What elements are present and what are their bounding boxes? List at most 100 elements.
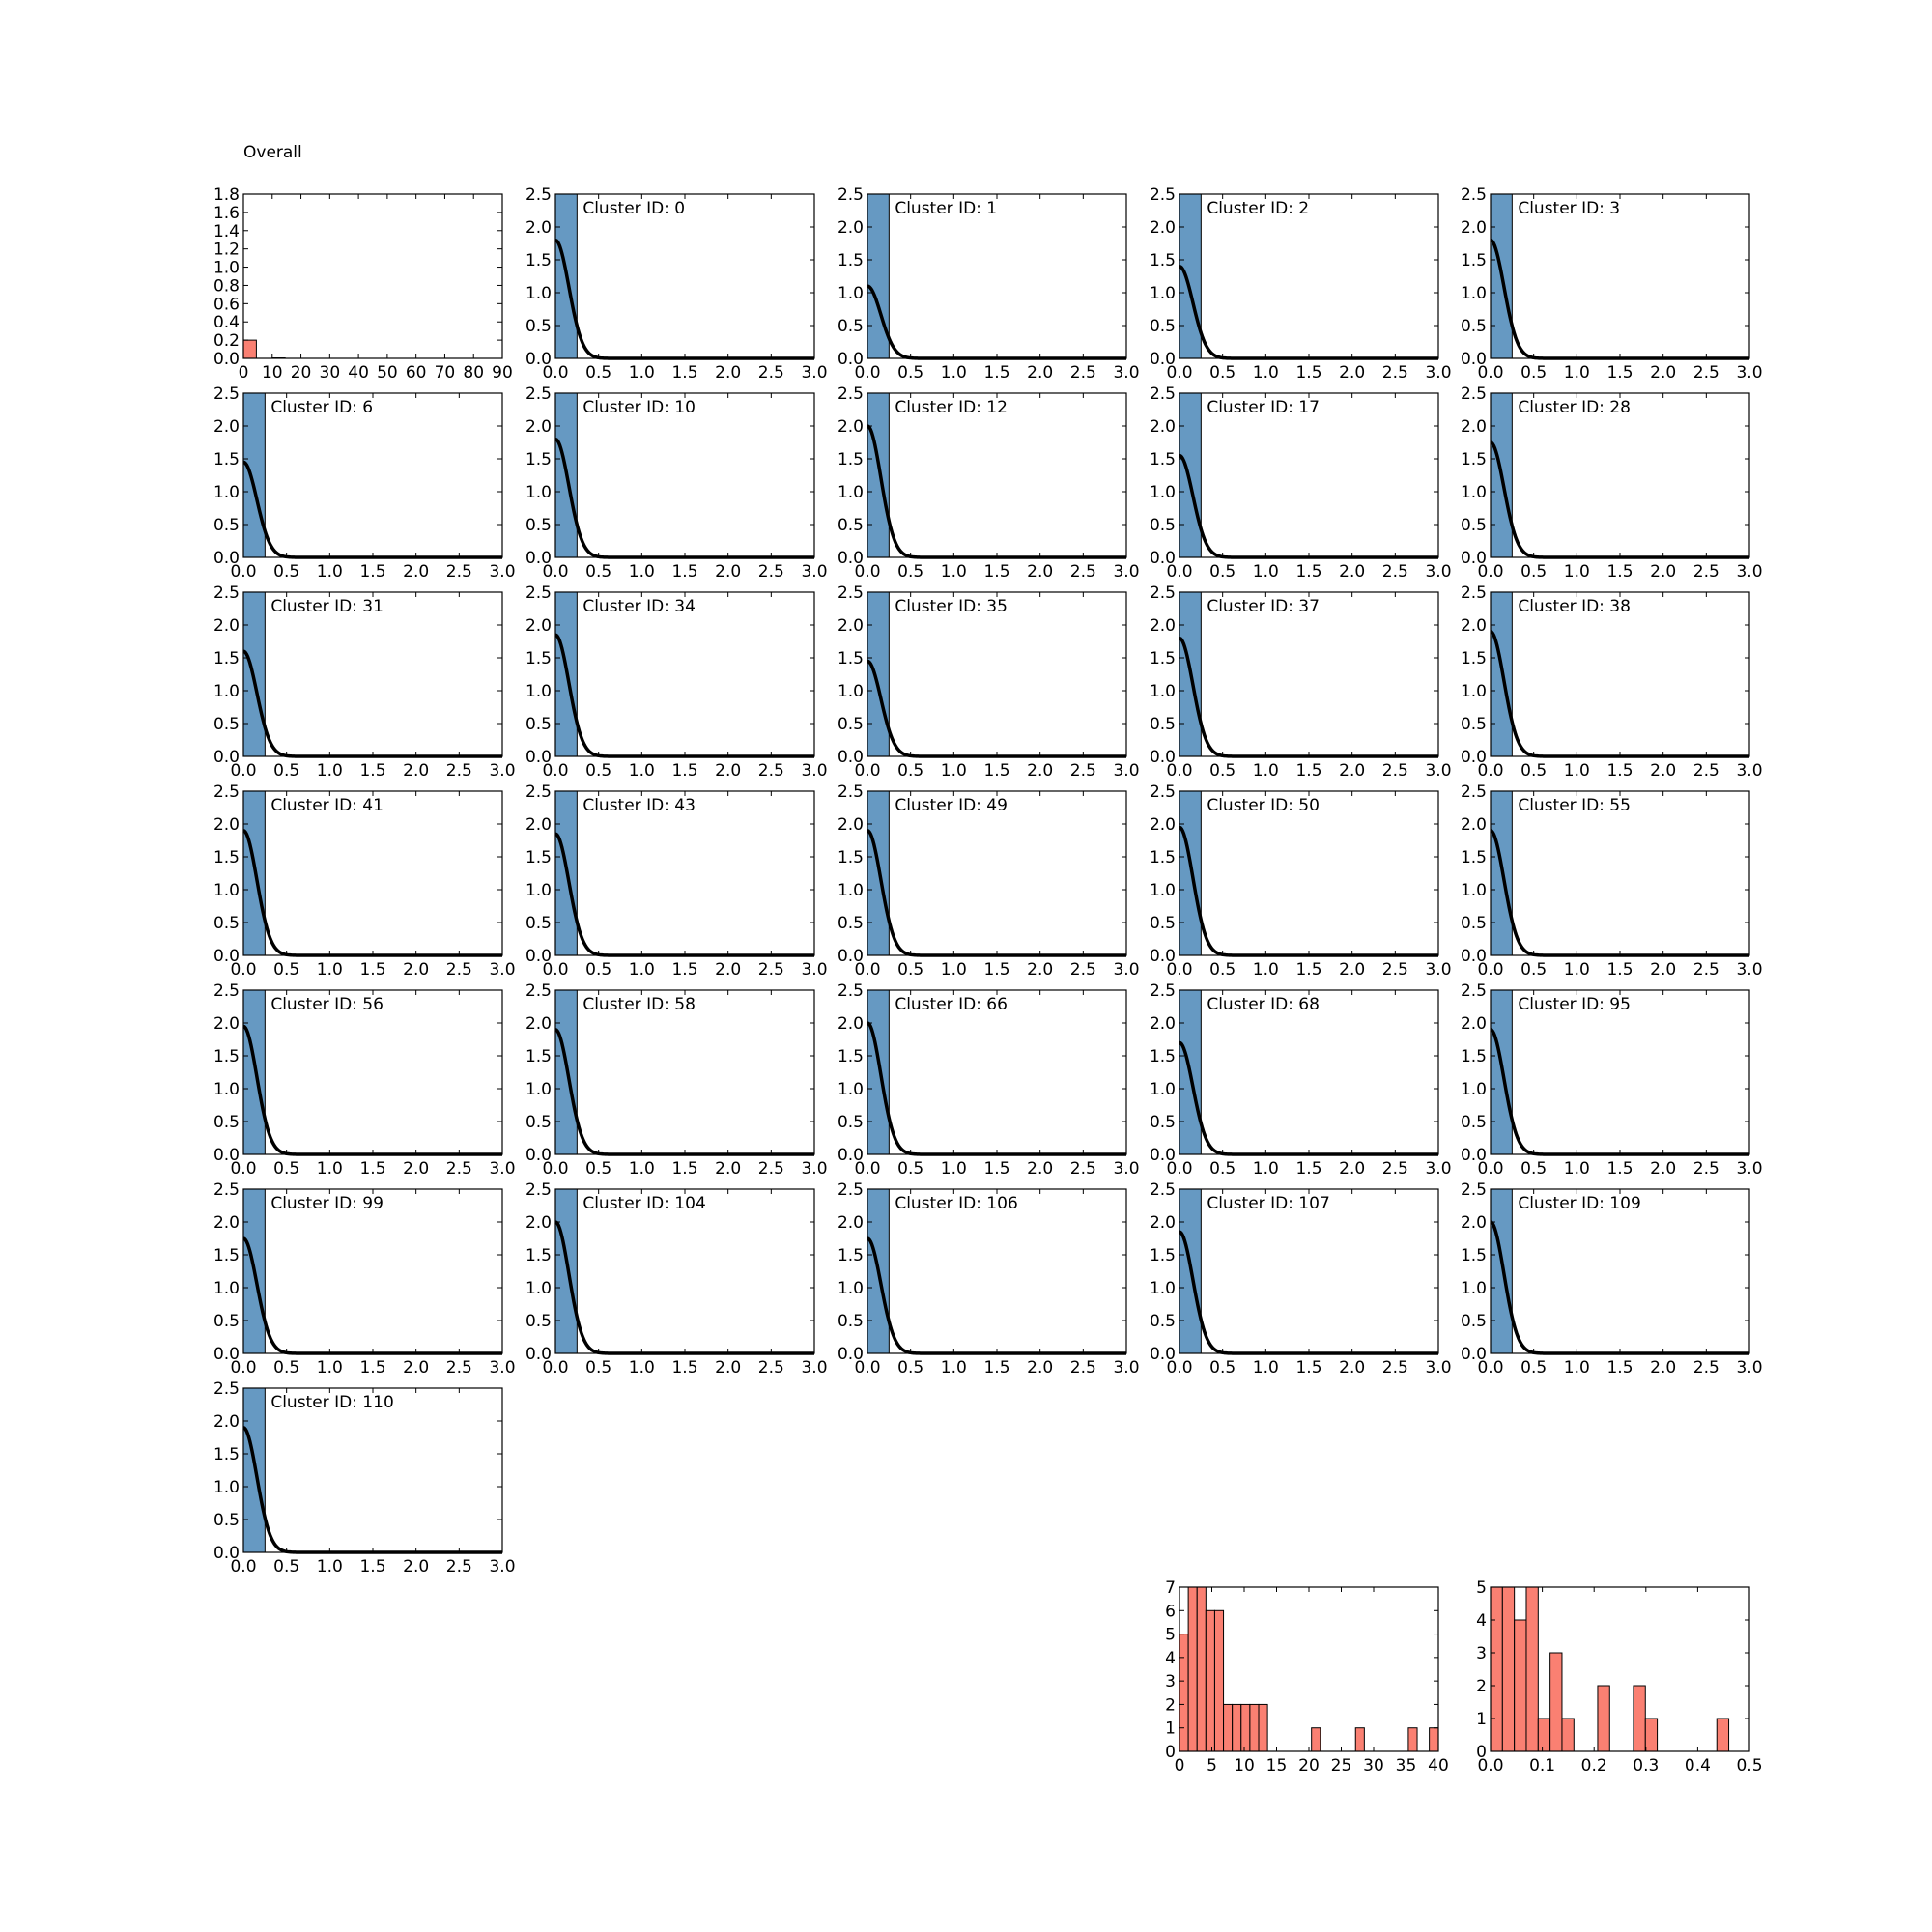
x-tick-label: 2.0 — [715, 960, 741, 980]
x-tick-label: 3.0 — [1736, 1159, 1762, 1179]
hist-bar — [1561, 1718, 1575, 1752]
y-tick-label: 1.0 — [1150, 881, 1176, 900]
y-tick-label: 1.0 — [213, 483, 240, 502]
x-tick-label: 1.0 — [317, 960, 343, 980]
y-tick-label: 0.5 — [838, 914, 864, 933]
x-tick-label: 0.5 — [1520, 960, 1547, 980]
y-tick-label: 2.0 — [1461, 218, 1487, 238]
x-tick-label: 3.0 — [1425, 761, 1451, 781]
hist-bar — [242, 339, 257, 359]
x-tick-label: 0.5 — [1209, 363, 1236, 383]
x-tick-label: 1.0 — [317, 1159, 343, 1179]
x-tick-label: 0.0 — [542, 363, 568, 383]
x-tick-label: 1.5 — [1606, 761, 1633, 781]
cluster-label: Cluster ID: 6 — [270, 398, 373, 417]
density-curve — [242, 1236, 502, 1355]
x-tick-label: 2.5 — [1693, 1358, 1719, 1378]
x-tick-label: 0.0 — [1166, 1159, 1192, 1179]
hist-bar — [1537, 1718, 1551, 1752]
x-tick-label: 1.5 — [983, 562, 1009, 582]
cluster-bar — [1490, 1188, 1513, 1354]
y-tick-label: 5 — [1165, 1626, 1176, 1645]
x-tick-label: 0.5 — [585, 562, 611, 582]
x-tick-label: 3.0 — [1113, 761, 1139, 781]
axes-frame — [1179, 193, 1439, 359]
y-tick-label: 1.0 — [213, 1080, 240, 1099]
x-tick-label: 0.0 — [1477, 562, 1503, 582]
x-tick-label: 3.0 — [1425, 1159, 1451, 1179]
y-tick-label: 1.5 — [213, 1047, 240, 1066]
x-tick-label: 0.5 — [1520, 1159, 1547, 1179]
y-tick-label: 2.0 — [838, 218, 864, 238]
x-tick-label: 1.5 — [671, 761, 697, 781]
x-tick-label: 0.0 — [1477, 363, 1503, 383]
x-tick-label: 2.5 — [446, 562, 472, 582]
y-tick-label: 0.5 — [526, 715, 552, 734]
x-tick-label: 1.0 — [941, 761, 967, 781]
hist-bar — [1514, 1619, 1527, 1752]
cluster-panel: 0.0 0.5 1.0 1.5 2.0 2.5 3.0 0.0 0.5 1.0 1.5 2.0 2.5 C… — [526, 384, 828, 582]
y-tick-label: 2.5 — [1461, 1180, 1487, 1200]
x-tick-label: 3.0 — [801, 1159, 827, 1179]
x-tick-label: 0.5 — [1209, 761, 1236, 781]
x-tick-label: 2.0 — [1339, 1159, 1365, 1179]
x-tick-label: 1.5 — [983, 363, 1009, 383]
x-tick-label: 2.0 — [1027, 1358, 1053, 1378]
x-tick-label: 1.0 — [1564, 562, 1590, 582]
y-tick-label: 0.0 — [526, 549, 552, 568]
y-tick-label: 0.0 — [526, 748, 552, 767]
y-tick-label: 0.0 — [526, 1146, 552, 1165]
x-tick-label: 3.0 — [1113, 363, 1139, 383]
y-tick-label: 0.5 — [213, 715, 240, 734]
y-tick-label: 1.0 — [213, 1279, 240, 1298]
x-tick-label: 60 — [406, 363, 427, 383]
axes-frame — [242, 989, 503, 1155]
y-tick-label: 1.5 — [526, 251, 552, 270]
axes-frame — [1490, 591, 1750, 757]
x-tick-label: 0.0 — [1166, 761, 1192, 781]
density-curve — [1490, 630, 1749, 758]
cluster-panel: 0.0 0.5 1.0 1.5 2.0 2.5 3.0 0.0 0.5 1.0 1.5 2.0 2.5 C… — [1150, 1180, 1452, 1378]
x-tick-label: 2.0 — [1650, 363, 1676, 383]
hist-bar — [1232, 1703, 1242, 1752]
axes-frame — [554, 790, 815, 956]
y-tick-label: 1.5 — [1150, 450, 1176, 469]
y-tick-label: 0.0 — [838, 350, 864, 369]
cluster-panel: 0.0 0.5 1.0 1.5 2.0 2.5 3.0 0.0 0.5 1.0 1.5 2.0 2.5 C… — [838, 1180, 1140, 1378]
y-tick-label: 0 — [1165, 1743, 1176, 1762]
x-tick-label: 2.5 — [1382, 761, 1408, 781]
y-tick-label: 0.5 — [213, 1113, 240, 1132]
x-tick-label: 0.2 — [1581, 1756, 1607, 1776]
y-tick-label: 0.5 — [838, 1113, 864, 1132]
y-tick-label: 3 — [1476, 1644, 1487, 1663]
cluster-panel: 0.0 0.5 1.0 1.5 2.0 2.5 3.0 0.0 0.5 1.0 1.5 2.0 2.5 C… — [526, 583, 828, 781]
y-tick-label: 0.0 — [213, 1544, 240, 1563]
x-tick-label: 0 — [239, 363, 249, 383]
x-tick-label: 3.0 — [801, 363, 827, 383]
hist-bar — [1716, 1718, 1730, 1752]
y-tick-label: 1.0 — [526, 284, 552, 303]
x-tick-label: 0.5 — [273, 1358, 299, 1378]
axes-frame — [867, 591, 1127, 757]
y-tick-label: 0.0 — [526, 1345, 552, 1364]
y-tick-label: 2.5 — [526, 185, 552, 205]
y-tick-label: 1.5 — [1461, 251, 1487, 270]
y-tick-label: 0.0 — [1461, 350, 1487, 369]
y-tick-label: 0.5 — [1150, 914, 1176, 933]
y-tick-label: 0.0 — [838, 1146, 864, 1165]
y-tick-label: 2 — [1165, 1695, 1176, 1715]
x-tick-label: 3.0 — [489, 1358, 515, 1378]
density-curve — [1490, 1220, 1749, 1355]
y-tick-label: 0.5 — [1461, 914, 1487, 933]
x-tick-label: 1.5 — [983, 960, 1009, 980]
y-tick-label: 0.0 — [526, 947, 552, 966]
axes-frame — [1179, 1586, 1439, 1752]
x-tick-label: 2.0 — [403, 562, 429, 582]
axes-frame — [1179, 591, 1439, 757]
density-curve — [554, 633, 814, 758]
x-tick-label: 3.0 — [1425, 363, 1451, 383]
y-tick-label: 0.0 — [1461, 947, 1487, 966]
y-tick-label: 2.0 — [213, 1412, 240, 1432]
x-tick-label: 1.5 — [1295, 562, 1321, 582]
